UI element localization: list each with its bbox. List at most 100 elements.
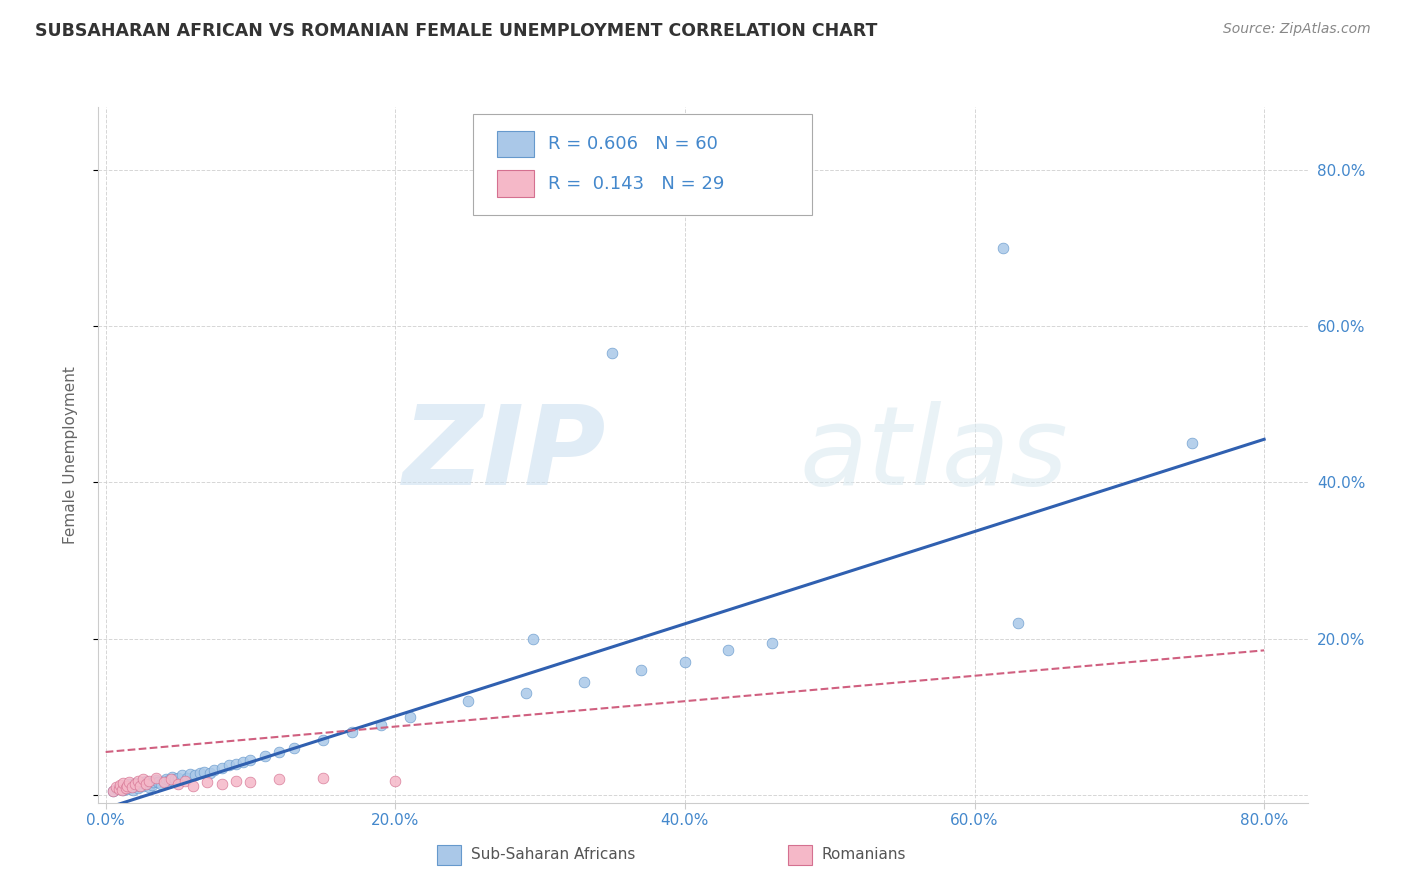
Point — [101, 784, 124, 798]
Point — [152, 773, 174, 788]
Point — [145, 773, 167, 788]
Point — [118, 777, 141, 791]
Point — [269, 772, 291, 787]
Point — [149, 777, 172, 791]
Point — [993, 241, 1015, 255]
Point — [122, 782, 145, 797]
Point — [1181, 436, 1204, 450]
Point — [167, 777, 190, 791]
Point — [135, 773, 157, 788]
Point — [104, 780, 127, 794]
Point — [129, 780, 152, 794]
Point — [761, 635, 783, 649]
Point — [146, 775, 169, 789]
Point — [112, 783, 135, 797]
Point — [110, 782, 132, 797]
Point — [131, 775, 153, 789]
Point — [253, 748, 276, 763]
Point — [108, 778, 131, 792]
Point — [1007, 615, 1029, 630]
Point — [124, 777, 146, 791]
Point — [165, 772, 187, 787]
Point — [398, 710, 420, 724]
Point — [193, 764, 215, 779]
Point — [198, 766, 221, 780]
Point — [129, 779, 152, 793]
Point — [132, 772, 155, 787]
Point — [127, 780, 149, 795]
Text: R = 0.606   N = 60: R = 0.606 N = 60 — [548, 135, 718, 153]
Point — [117, 779, 139, 793]
Point — [135, 777, 157, 791]
Point — [202, 763, 225, 777]
Point — [105, 781, 128, 796]
Point — [162, 770, 184, 784]
Point — [115, 780, 138, 795]
Point — [138, 780, 160, 794]
Text: SUBSAHARAN AFRICAN VS ROMANIAN FEMALE UNEMPLOYMENT CORRELATION CHART: SUBSAHARAN AFRICAN VS ROMANIAN FEMALE UN… — [35, 22, 877, 40]
Point — [211, 777, 233, 791]
Text: Romanians: Romanians — [821, 847, 905, 863]
Point — [269, 745, 291, 759]
Point — [225, 773, 247, 788]
Point — [673, 655, 696, 669]
Point — [312, 771, 335, 785]
Point — [134, 777, 156, 791]
Point — [157, 773, 180, 788]
Point — [112, 776, 135, 790]
Point — [124, 779, 146, 793]
Point — [184, 768, 207, 782]
Point — [139, 776, 162, 790]
FancyBboxPatch shape — [474, 114, 811, 215]
Point — [239, 775, 262, 789]
Point — [107, 781, 129, 796]
Point — [522, 632, 544, 646]
Point — [128, 778, 150, 792]
Point — [121, 780, 143, 794]
Point — [340, 725, 363, 739]
Point — [101, 784, 124, 798]
Point — [125, 776, 148, 790]
Point — [127, 773, 149, 788]
Point — [121, 780, 143, 794]
Point — [159, 772, 181, 787]
Point — [717, 643, 740, 657]
Point — [114, 779, 136, 793]
Point — [457, 694, 479, 708]
Point — [167, 771, 190, 785]
Point — [572, 674, 595, 689]
Point — [132, 779, 155, 793]
Point — [179, 767, 201, 781]
Point — [118, 775, 141, 789]
Point — [515, 686, 537, 700]
FancyBboxPatch shape — [437, 846, 461, 864]
Point — [145, 771, 167, 785]
Point — [211, 761, 233, 775]
Point — [283, 741, 305, 756]
Point — [218, 758, 240, 772]
Text: Source: ZipAtlas.com: Source: ZipAtlas.com — [1223, 22, 1371, 37]
Point — [138, 773, 160, 788]
Point — [239, 753, 262, 767]
Point — [155, 772, 177, 786]
FancyBboxPatch shape — [787, 846, 811, 864]
Point — [225, 756, 247, 771]
Point — [312, 733, 335, 747]
Text: R =  0.143   N = 29: R = 0.143 N = 29 — [548, 175, 724, 193]
Point — [174, 773, 197, 788]
Point — [141, 778, 163, 792]
Text: ZIP: ZIP — [402, 401, 606, 508]
Y-axis label: Female Unemployment: Female Unemployment — [63, 366, 77, 544]
Point — [181, 779, 204, 793]
Point — [195, 775, 218, 789]
Point — [117, 781, 139, 796]
Point — [630, 663, 652, 677]
Text: atlas: atlas — [800, 401, 1069, 508]
Point — [152, 775, 174, 789]
Point — [176, 771, 198, 785]
FancyBboxPatch shape — [498, 170, 534, 197]
Text: Sub-Saharan Africans: Sub-Saharan Africans — [471, 847, 636, 863]
Point — [370, 717, 392, 731]
Point — [142, 774, 165, 789]
Point — [108, 780, 131, 794]
